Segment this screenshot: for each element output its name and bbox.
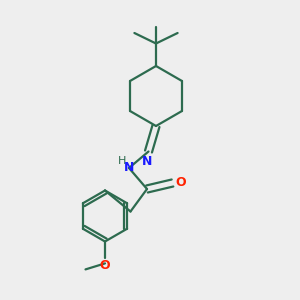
- Text: O: O: [176, 176, 186, 189]
- Text: H: H: [118, 157, 127, 166]
- Text: O: O: [100, 259, 110, 272]
- Text: N: N: [142, 155, 152, 168]
- Text: N: N: [124, 161, 134, 175]
